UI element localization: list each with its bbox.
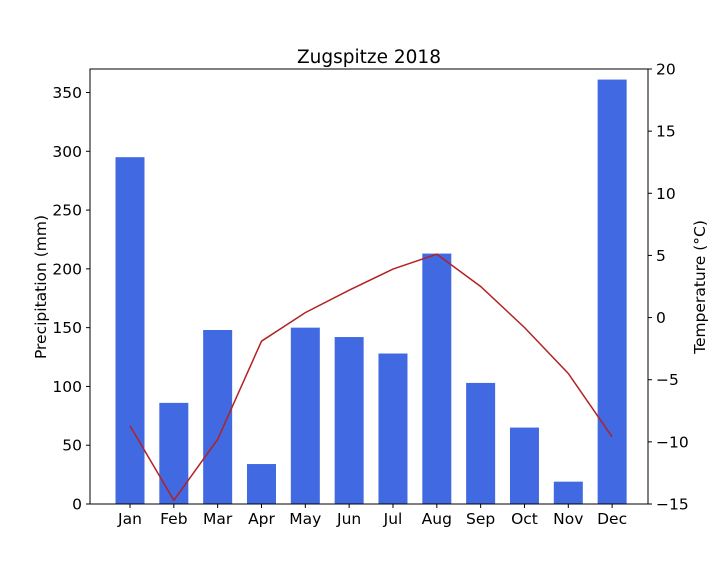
x-tick-label: Apr bbox=[248, 510, 275, 528]
bar-jul bbox=[378, 353, 408, 504]
x-tick-label: Nov bbox=[553, 510, 583, 528]
y2-tick-label: 20 bbox=[656, 61, 676, 79]
y-tick-label: 0 bbox=[72, 496, 82, 514]
y-axis-left-label: Precipitation (mm) bbox=[32, 215, 50, 359]
y2-tick-label: −10 bbox=[656, 433, 689, 451]
y-tick-label: 200 bbox=[52, 260, 82, 278]
y-axis-right-label: Temperature (°C) bbox=[691, 220, 709, 355]
plot-frame bbox=[89, 68, 649, 505]
y-axis-left: 0 50 100 150 200 250 300 350 bbox=[52, 84, 90, 514]
x-tick-label: Aug bbox=[422, 510, 452, 528]
x-tick-label: Mar bbox=[203, 510, 233, 528]
bar-apr bbox=[246, 464, 276, 504]
bar-aug bbox=[422, 253, 452, 504]
y-tick-label: 150 bbox=[52, 319, 82, 337]
x-tick-label: Oct bbox=[511, 510, 538, 528]
x-tick-label: Jul bbox=[383, 510, 403, 528]
y-tick-label: 300 bbox=[52, 143, 82, 161]
y2-tick-label: 0 bbox=[656, 309, 666, 327]
y2-tick-label: −15 bbox=[656, 496, 689, 514]
y-tick-label: 100 bbox=[52, 378, 82, 396]
temperature-line bbox=[129, 253, 613, 502]
x-tick-label: Jun bbox=[336, 510, 361, 528]
x-tick-label: Dec bbox=[597, 510, 627, 528]
x-tick-label: Jan bbox=[117, 510, 142, 528]
y2-tick-label: 10 bbox=[656, 185, 676, 203]
bar-jan bbox=[115, 157, 145, 504]
bar-sep bbox=[466, 382, 496, 504]
y-axis-right: −15 −10 −5 0 5 10 15 20 bbox=[648, 61, 689, 514]
y2-tick-label: 15 bbox=[656, 123, 676, 141]
bar-nov bbox=[553, 481, 583, 504]
bar-dec bbox=[597, 79, 627, 504]
y-tick-label: 350 bbox=[52, 84, 82, 102]
y2-tick-label: 5 bbox=[656, 247, 666, 265]
bar-feb bbox=[159, 402, 189, 504]
temperature-line-group bbox=[129, 253, 613, 502]
bar-may bbox=[290, 327, 320, 504]
bar-oct bbox=[509, 427, 539, 504]
y-tick-label: 50 bbox=[62, 437, 82, 455]
precipitation-bars bbox=[115, 79, 627, 504]
x-tick-label: May bbox=[289, 510, 321, 528]
bar-jun bbox=[334, 337, 364, 504]
x-tick-label: Sep bbox=[466, 510, 495, 528]
y-tick-label: 250 bbox=[52, 202, 82, 220]
x-axis: Jan Feb Mar Apr May Jun Jul Aug Sep Oct Nov Dec bbox=[117, 504, 627, 528]
y2-tick-label: −5 bbox=[656, 371, 679, 389]
x-tick-label: Feb bbox=[160, 510, 187, 528]
chart-title: Zugspitze 2018 bbox=[297, 47, 441, 68]
